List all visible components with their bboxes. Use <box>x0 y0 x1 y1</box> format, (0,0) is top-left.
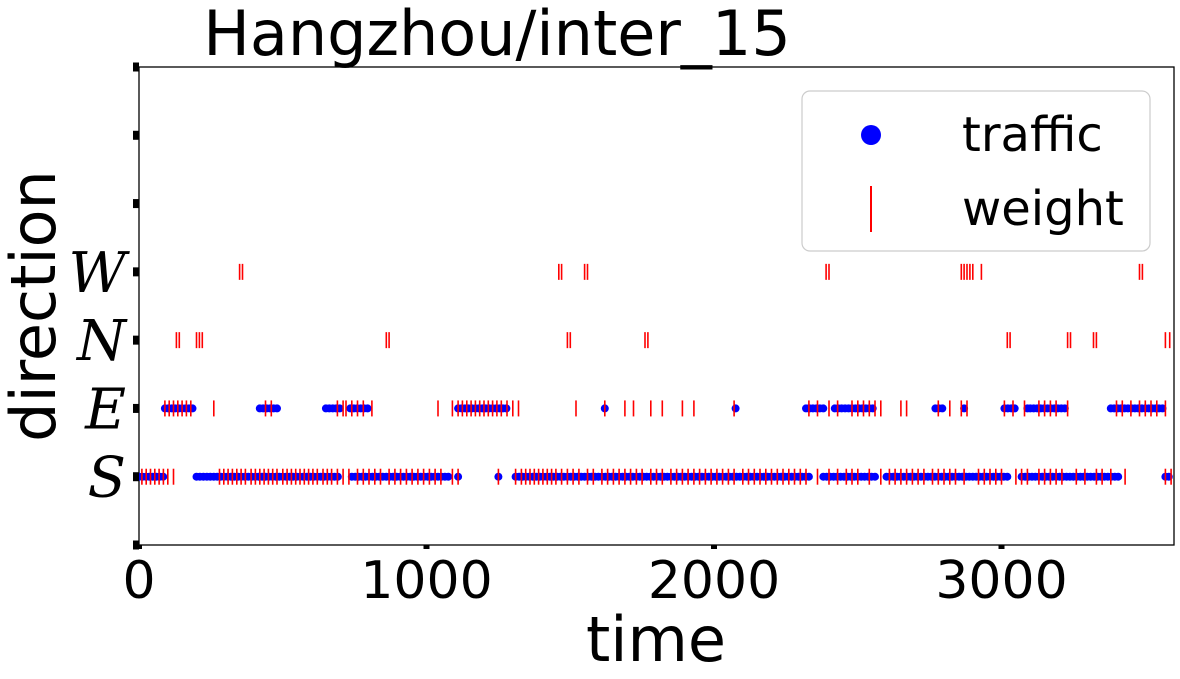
x-tick-label: 0 <box>122 551 155 611</box>
traffic-point <box>731 404 740 413</box>
x-tick-label: 1000 <box>360 551 492 611</box>
y-tick-label: W <box>68 241 130 306</box>
x-tick-label: 2000 <box>648 551 780 611</box>
traffic-point <box>1114 472 1123 481</box>
traffic-point <box>938 404 947 413</box>
weight-series <box>141 263 1172 485</box>
chart-title: Hangzhou/inter_15 <box>203 0 791 70</box>
traffic-point <box>819 404 828 413</box>
traffic-point <box>1158 404 1167 413</box>
legend-weight-label: weight <box>962 181 1124 237</box>
y-axis-label: direction <box>0 170 70 442</box>
legend-traffic-marker <box>861 125 881 145</box>
y-tick-label: N <box>75 309 128 374</box>
traffic-point <box>273 404 281 413</box>
x-axis-ticks: 0 1000 2000 3000 <box>122 545 1068 611</box>
traffic-point <box>363 404 372 413</box>
traffic-point <box>804 472 813 481</box>
y-tick-label: E <box>84 377 126 442</box>
legend-traffic-label: traffic <box>962 107 1103 163</box>
legend-box <box>801 90 1151 252</box>
x-tick-label: 3000 <box>935 551 1067 611</box>
y-tick-label: S <box>88 446 126 511</box>
x-axis-label: time <box>586 603 726 676</box>
plot-area <box>138 66 1175 546</box>
traffic-point <box>444 472 453 481</box>
traffic-point <box>1003 472 1012 481</box>
traffic-point <box>1010 404 1019 413</box>
traffic-point <box>871 472 879 481</box>
legend: traffic weight <box>801 90 1151 252</box>
traffic-point <box>188 404 197 413</box>
traffic-point <box>1023 404 1032 413</box>
